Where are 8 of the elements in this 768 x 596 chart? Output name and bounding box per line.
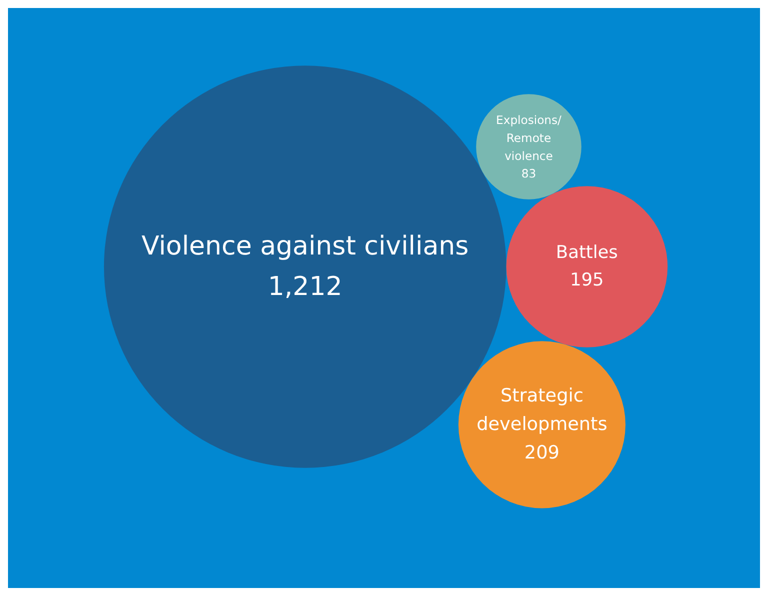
data-label: 83: [521, 166, 536, 181]
data-label: 209: [524, 442, 560, 464]
data-label: 195: [570, 270, 604, 291]
category-label: Explosions/Remote violence: [496, 112, 562, 163]
category-label: Violence against civilians: [141, 232, 469, 262]
category-label: Battles: [556, 242, 618, 263]
data-label: 1,212: [268, 272, 342, 302]
category-label: Strategic developments: [476, 386, 608, 436]
